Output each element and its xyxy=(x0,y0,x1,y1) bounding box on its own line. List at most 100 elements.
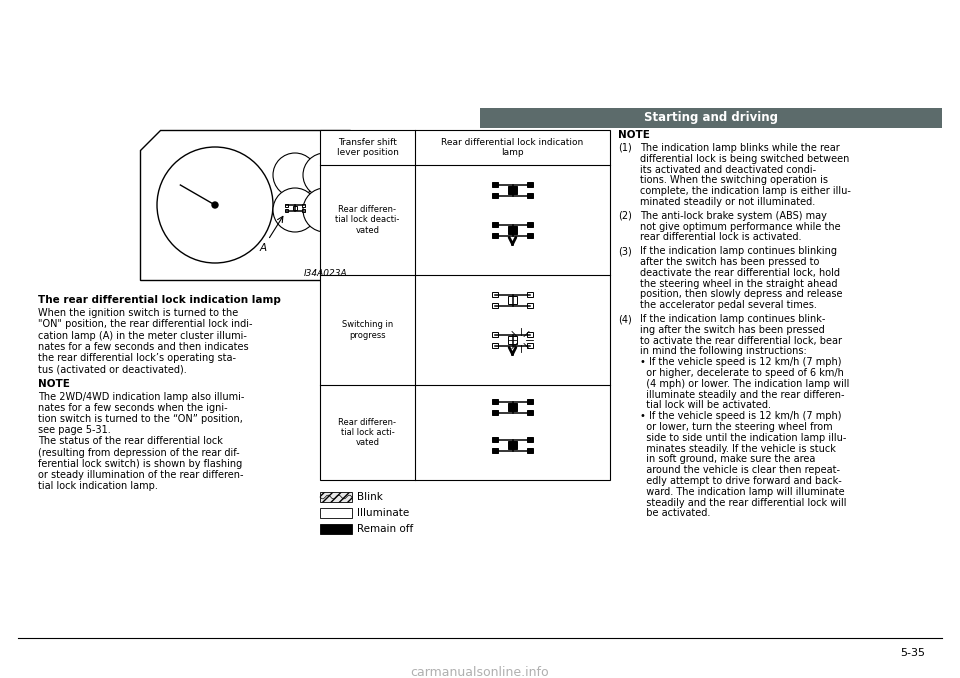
Bar xyxy=(527,182,533,187)
Text: (3): (3) xyxy=(618,246,632,256)
Bar xyxy=(492,233,497,238)
Bar xyxy=(320,492,352,502)
Bar xyxy=(285,204,288,207)
Text: after the switch has been pressed to: after the switch has been pressed to xyxy=(640,257,820,267)
Text: Illuminate: Illuminate xyxy=(357,508,409,518)
Bar xyxy=(527,193,533,198)
Bar xyxy=(527,222,533,227)
Text: position, then slowly depress and release: position, then slowly depress and releas… xyxy=(640,290,843,300)
Text: Transfer shift
lever position: Transfer shift lever position xyxy=(337,138,398,157)
Bar xyxy=(527,343,533,348)
Bar xyxy=(527,399,533,404)
Bar xyxy=(320,524,352,534)
Bar xyxy=(527,292,533,297)
Bar xyxy=(508,441,516,450)
Bar xyxy=(492,332,497,337)
Text: The status of the rear differential lock: The status of the rear differential lock xyxy=(38,437,223,446)
Text: • If the vehicle speed is 12 km/h (7 mph): • If the vehicle speed is 12 km/h (7 mph… xyxy=(640,411,842,421)
Bar xyxy=(492,447,497,454)
Polygon shape xyxy=(140,130,350,280)
Text: in soft ground, make sure the area: in soft ground, make sure the area xyxy=(640,454,815,464)
Text: differential lock is being switched between: differential lock is being switched betw… xyxy=(640,154,850,164)
Bar xyxy=(320,130,610,480)
Bar xyxy=(492,410,497,415)
Text: rear differential lock is activated.: rear differential lock is activated. xyxy=(640,233,802,243)
Bar xyxy=(492,292,497,297)
Text: or higher, decelerate to speed of 6 km/h: or higher, decelerate to speed of 6 km/h xyxy=(640,368,844,378)
Text: Remain off: Remain off xyxy=(357,524,413,534)
Bar xyxy=(320,508,352,518)
Text: not give optimum performance while the: not give optimum performance while the xyxy=(640,222,841,232)
Text: ing after the switch has been pressed: ing after the switch has been pressed xyxy=(640,325,825,335)
Text: the steering wheel in the straight ahead: the steering wheel in the straight ahead xyxy=(640,279,837,289)
Text: to activate the rear differential lock, bear: to activate the rear differential lock, … xyxy=(640,336,842,346)
Circle shape xyxy=(303,153,347,197)
Bar xyxy=(285,210,288,212)
Text: A: A xyxy=(259,243,267,253)
Circle shape xyxy=(157,147,273,263)
Text: ward. The indication lamp will illuminate: ward. The indication lamp will illuminat… xyxy=(640,487,845,497)
Bar xyxy=(508,296,516,304)
Text: If the indication lamp continues blink-: If the indication lamp continues blink- xyxy=(640,314,826,324)
Circle shape xyxy=(303,188,347,232)
Bar xyxy=(492,399,497,404)
Text: side to side until the indication lamp illu-: side to side until the indication lamp i… xyxy=(640,433,847,443)
Bar xyxy=(492,343,497,348)
Bar xyxy=(508,186,516,195)
Text: Blink: Blink xyxy=(357,492,383,502)
Text: cation lamp (A) in the meter cluster illumi-: cation lamp (A) in the meter cluster ill… xyxy=(38,331,247,340)
Text: NOTE: NOTE xyxy=(618,130,650,140)
Bar xyxy=(527,332,533,337)
Text: edly attempt to drive forward and back-: edly attempt to drive forward and back- xyxy=(640,476,842,486)
Text: or lower, turn the steering wheel from: or lower, turn the steering wheel from xyxy=(640,422,832,432)
Text: deactivate the rear differential lock, hold: deactivate the rear differential lock, h… xyxy=(640,268,840,278)
Bar xyxy=(527,233,533,238)
Text: The anti-lock brake system (ABS) may: The anti-lock brake system (ABS) may xyxy=(640,211,827,221)
Text: be activated.: be activated. xyxy=(640,508,710,519)
Text: tial lock will be activated.: tial lock will be activated. xyxy=(640,401,771,410)
Text: see page 5-31.: see page 5-31. xyxy=(38,425,110,435)
Text: NOTE: NOTE xyxy=(38,380,70,389)
Text: tion switch is turned to the “ON” position,: tion switch is turned to the “ON” positi… xyxy=(38,414,243,424)
Text: tions. When the switching operation is: tions. When the switching operation is xyxy=(640,176,828,185)
Text: (4 mph) or lower. The indication lamp will: (4 mph) or lower. The indication lamp wi… xyxy=(640,379,850,388)
Text: its activated and deactivated condi-: its activated and deactivated condi- xyxy=(640,165,816,175)
Bar xyxy=(302,204,305,207)
Text: Rear differential lock indication
lamp: Rear differential lock indication lamp xyxy=(442,138,584,157)
Text: the rear differential lock’s operating sta-: the rear differential lock’s operating s… xyxy=(38,353,236,363)
Circle shape xyxy=(212,202,218,208)
Bar xyxy=(492,437,497,442)
Text: (4): (4) xyxy=(618,314,632,324)
Text: 5-35: 5-35 xyxy=(900,648,925,658)
Text: The rear differential lock indication lamp: The rear differential lock indication la… xyxy=(38,295,281,305)
Text: minated steadily or not illuminated.: minated steadily or not illuminated. xyxy=(640,197,815,207)
Text: complete, the indication lamp is either illu-: complete, the indication lamp is either … xyxy=(640,186,851,196)
Circle shape xyxy=(273,153,317,197)
Text: Switching in
progress: Switching in progress xyxy=(342,320,394,340)
Text: tial lock indication lamp.: tial lock indication lamp. xyxy=(38,481,157,491)
Text: I34A023A: I34A023A xyxy=(303,269,347,278)
Bar xyxy=(508,403,516,412)
Bar xyxy=(293,206,298,210)
Bar xyxy=(508,336,516,344)
Bar xyxy=(527,437,533,442)
Text: The 2WD/4WD indication lamp also illumi-: The 2WD/4WD indication lamp also illumi- xyxy=(38,392,245,401)
Bar xyxy=(480,108,942,128)
Text: If the indication lamp continues blinking: If the indication lamp continues blinkin… xyxy=(640,246,837,256)
Text: (1): (1) xyxy=(618,143,632,153)
Text: minates steadily. If the vehicle is stuck: minates steadily. If the vehicle is stuc… xyxy=(640,443,836,454)
Bar xyxy=(302,210,305,212)
Text: Starting and driving: Starting and driving xyxy=(644,111,778,125)
Bar xyxy=(492,303,497,308)
Bar xyxy=(492,222,497,227)
Text: ferential lock switch) is shown by flashing: ferential lock switch) is shown by flash… xyxy=(38,459,242,468)
Text: • If the vehicle speed is 12 km/h (7 mph): • If the vehicle speed is 12 km/h (7 mph… xyxy=(640,357,842,367)
Text: The indication lamp blinks while the rear: The indication lamp blinks while the rea… xyxy=(640,143,840,153)
Text: "ON" position, the rear differential lock indi-: "ON" position, the rear differential loc… xyxy=(38,319,252,330)
Bar xyxy=(492,182,497,187)
Text: around the vehicle is clear then repeat-: around the vehicle is clear then repeat- xyxy=(640,465,840,475)
Bar xyxy=(508,226,516,235)
Text: illuminate steadily and the rear differen-: illuminate steadily and the rear differe… xyxy=(640,390,845,399)
Text: (resulting from depression of the rear dif-: (resulting from depression of the rear d… xyxy=(38,447,240,458)
Text: nates for a few seconds and then indicates: nates for a few seconds and then indicat… xyxy=(38,342,249,352)
